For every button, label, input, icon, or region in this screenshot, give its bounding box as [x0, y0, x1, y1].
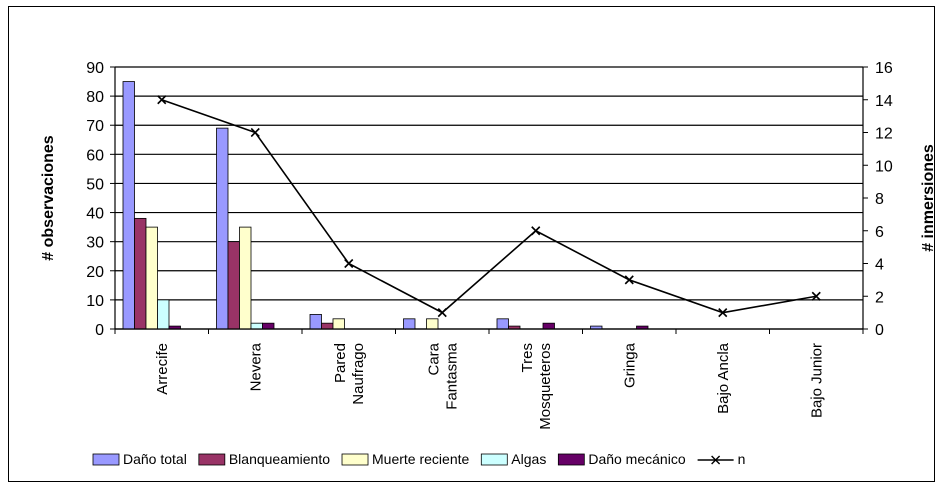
- category-labels: Arrecife Nevera Pared Naufrago Cara Fantasma T…: [154, 342, 826, 429]
- bar-2: [321, 322, 334, 330]
- category-label: Gringa: [621, 342, 638, 388]
- bar-2: [227, 241, 240, 330]
- n-point-marker: [531, 226, 541, 236]
- y2-tick-label: 14: [875, 93, 893, 110]
- y-tick-label: 10: [86, 293, 104, 310]
- legend-swatch: [557, 453, 585, 466]
- bar-5: [542, 322, 555, 330]
- n-point-marker: [250, 127, 260, 138]
- n-point-marker: [811, 291, 821, 301]
- bar-2: [134, 217, 147, 330]
- y-tick-label: 90: [86, 60, 104, 77]
- category-label: Fantasma: [443, 342, 460, 409]
- y-tick-label: 60: [86, 147, 104, 164]
- y2-axis-title: # inmersiones: [920, 144, 937, 252]
- n-point-marker: [157, 95, 167, 105]
- legend-line-swatch: [697, 455, 734, 465]
- category-label: Mosqueteros: [537, 343, 554, 430]
- bar-4: [157, 299, 170, 330]
- bar-1: [309, 314, 322, 330]
- bar-3: [145, 226, 158, 330]
- legend-label: Blanqueamiento: [229, 451, 330, 467]
- legend-label: Daño mecánico: [588, 451, 685, 467]
- n-line-series: [157, 95, 821, 318]
- category-label: Naufrago: [350, 343, 367, 405]
- legend-swatch: [480, 453, 508, 466]
- legend-label: Muerte reciente: [372, 451, 469, 467]
- bar-1: [216, 127, 229, 330]
- y-tick-label: 40: [86, 206, 104, 223]
- bar-3: [239, 226, 252, 330]
- y-tick-label: 30: [86, 235, 104, 252]
- n-point-marker: [437, 308, 447, 318]
- n-point-marker: [344, 258, 354, 269]
- axes: [110, 66, 868, 334]
- y-axis-title: # observaciones: [40, 135, 57, 261]
- bar-1: [496, 318, 509, 330]
- n-point-marker: [718, 308, 728, 318]
- y2-tick-label: 6: [875, 224, 884, 241]
- y2-tick-label: 12: [875, 126, 893, 143]
- n-line: [161, 98, 817, 314]
- y2-tick-label: 10: [875, 158, 893, 175]
- category-label: Cara: [425, 342, 442, 375]
- legend-swatch: [92, 453, 120, 466]
- bar-4: [250, 322, 263, 330]
- category-label: Bajo Junior: [808, 343, 825, 418]
- n-point-marker: [624, 275, 634, 285]
- legend: Daño total Blanqueamiento Muerte reciente A…: [92, 451, 746, 467]
- legend-swatch: [198, 453, 226, 466]
- y-tick-label: 0: [95, 322, 104, 339]
- y-tick-label: 80: [86, 89, 104, 106]
- bars: [122, 81, 649, 330]
- legend-label: Daño total: [123, 451, 187, 467]
- y2-tick-label: 4: [875, 257, 884, 274]
- y-tick-label: 70: [86, 118, 104, 135]
- y2-tick-label: 8: [875, 191, 884, 208]
- y-tick-label: 50: [86, 176, 104, 193]
- legend-label: n: [738, 451, 746, 467]
- bar-1: [403, 318, 416, 330]
- tick-labels: 0 10 20 30 40 50 60 70 80 90 0 2 4 6 8 10 12 14 16: [86, 60, 893, 339]
- y-tick-label: 20: [86, 264, 104, 281]
- y2-tick-label: 0: [875, 322, 884, 339]
- bar-3: [426, 318, 439, 330]
- bar-1: [122, 81, 135, 330]
- category-label: Nevera: [247, 342, 264, 391]
- bar-3: [332, 318, 345, 330]
- category-label: Arrecife: [154, 343, 171, 395]
- y2-tick-label: 2: [875, 289, 884, 306]
- category-label: Tres: [519, 343, 536, 372]
- legend-swatch: [341, 453, 369, 466]
- category-label: Pared: [332, 343, 349, 383]
- category-label: Bajo Ancla: [715, 342, 732, 414]
- legend-marker: [711, 455, 721, 465]
- bar-5: [262, 322, 275, 330]
- chart-frame: [8, 6, 935, 482]
- y2-tick-label: 16: [875, 60, 893, 77]
- legend-label: Algas: [511, 451, 546, 467]
